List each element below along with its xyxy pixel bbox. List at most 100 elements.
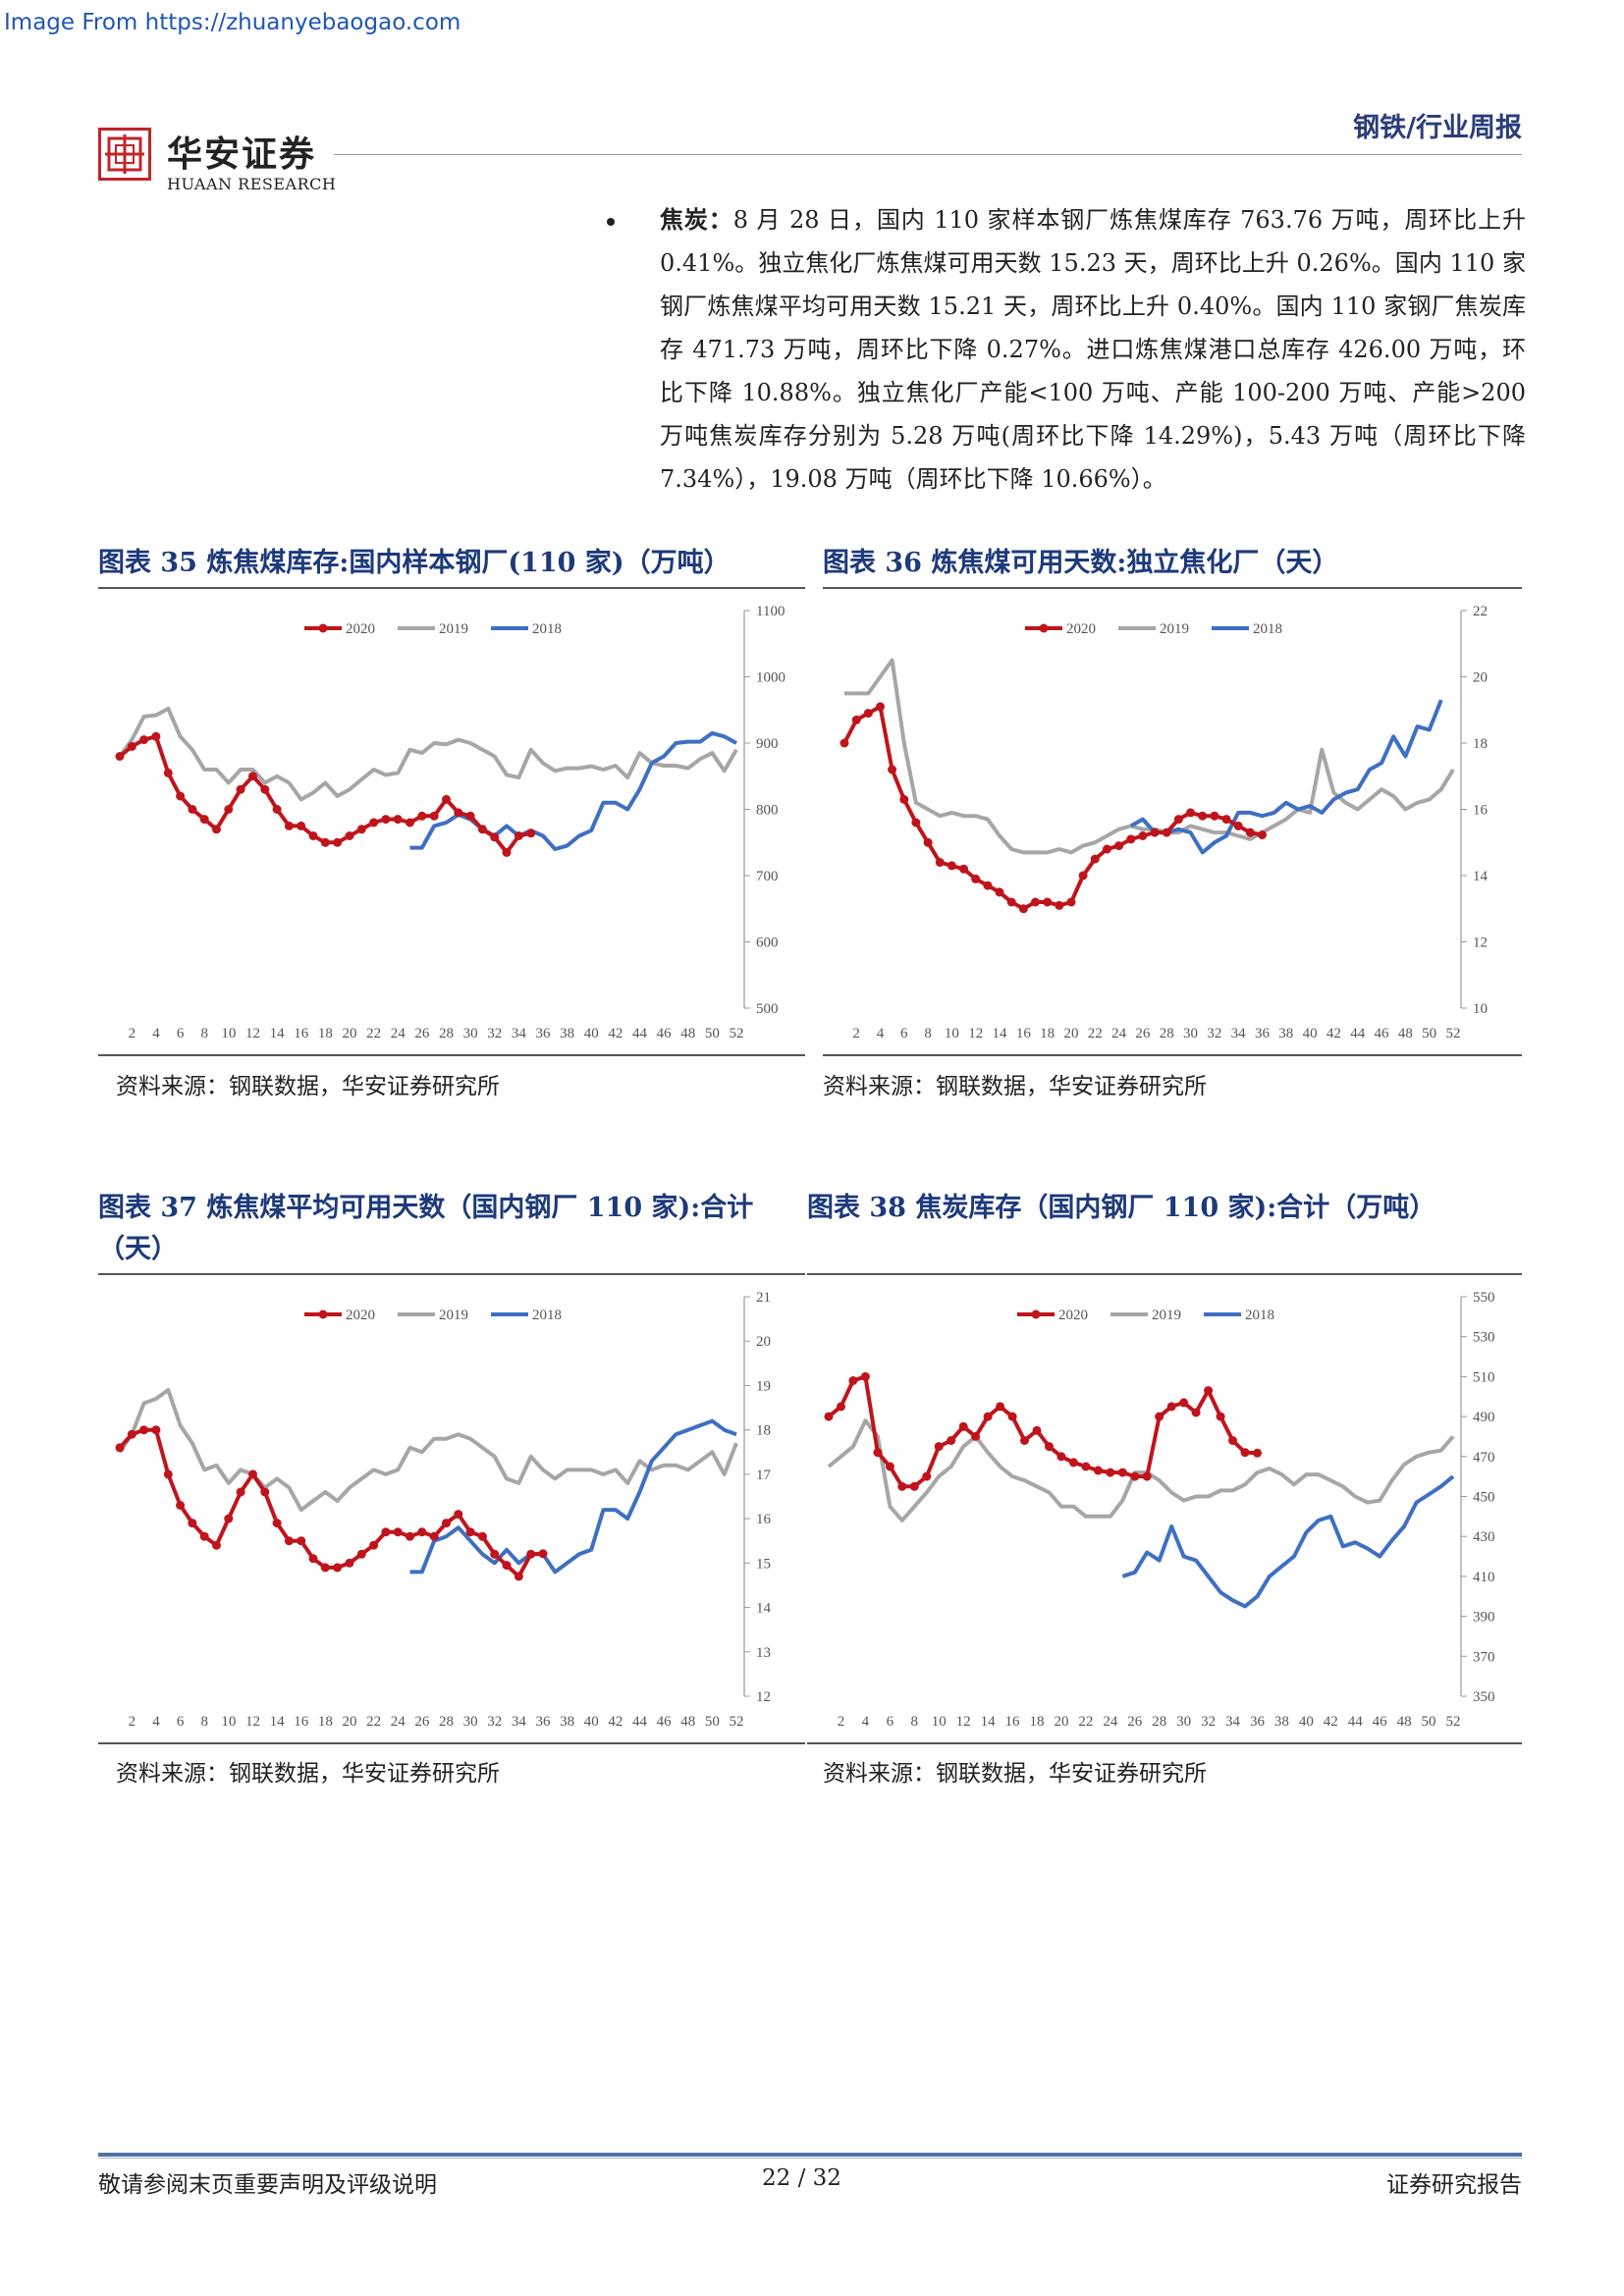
data-point-2020 <box>176 1501 186 1510</box>
series-line-2018 <box>409 730 737 851</box>
x-tick-label: 46 <box>1375 1026 1390 1041</box>
x-tick-label: 46 <box>657 1714 673 1730</box>
data-point-2020 <box>345 1558 354 1568</box>
y-tick-label: 20 <box>1473 670 1488 686</box>
data-point-2020 <box>297 1536 306 1546</box>
x-tick-label: 14 <box>981 1714 997 1730</box>
data-point-2020 <box>477 1531 487 1541</box>
data-point-2020 <box>1245 828 1255 837</box>
x-tick-label: 18 <box>1030 1714 1045 1730</box>
data-point-2020 <box>297 821 306 830</box>
data-point-2020 <box>163 768 173 777</box>
data-point-2020 <box>260 784 270 794</box>
data-point-2020 <box>1166 1402 1176 1412</box>
x-tick-label: 34 <box>512 1026 527 1041</box>
data-point-2020 <box>848 1376 858 1385</box>
data-point-2020 <box>320 1563 330 1573</box>
data-point-2020 <box>1130 1471 1140 1481</box>
legend-label: 2020 <box>1058 1308 1088 1323</box>
legend-label: 2020 <box>1066 621 1096 637</box>
x-tick-label: 28 <box>439 1714 454 1730</box>
data-point-2020 <box>1210 811 1219 821</box>
y-tick-label: 700 <box>756 869 779 884</box>
y-tick-label: 900 <box>756 736 779 752</box>
x-tick-label: 16 <box>294 1714 309 1730</box>
x-tick-label: 38 <box>1278 1026 1293 1041</box>
y-tick-label: 14 <box>1473 869 1489 884</box>
data-point-2020 <box>1018 904 1028 914</box>
data-point-2020 <box>1007 1412 1017 1421</box>
x-tick-label: 36 <box>535 1026 551 1041</box>
data-point-2020 <box>1186 808 1195 818</box>
data-point-2020 <box>860 1371 870 1381</box>
data-point-2020 <box>897 1481 907 1491</box>
x-tick-label: 26 <box>1135 1026 1151 1041</box>
y-tick-label: 600 <box>756 935 779 951</box>
x-tick-label: 12 <box>245 1026 260 1041</box>
data-point-2020 <box>393 815 403 825</box>
x-tick-label: 40 <box>584 1026 599 1041</box>
x-tick-label: 40 <box>1299 1714 1314 1730</box>
x-tick-label: 18 <box>1040 1026 1055 1041</box>
y-tick-label: 550 <box>1473 1290 1495 1306</box>
data-point-2020 <box>272 1519 282 1528</box>
data-point-2020 <box>272 805 282 814</box>
x-tick-label: 52 <box>1446 1714 1461 1730</box>
legend-label: 2019 <box>439 1308 468 1323</box>
data-point-2020 <box>1068 1458 1078 1468</box>
data-point-2020 <box>381 1527 391 1537</box>
x-tick-label: 30 <box>463 1026 478 1041</box>
x-tick-label: 50 <box>705 1026 720 1041</box>
y-tick-label: 14 <box>756 1601 772 1617</box>
y-tick-label: 470 <box>1473 1450 1495 1466</box>
x-tick-label: 28 <box>439 1026 454 1041</box>
x-tick-label: 24 <box>1111 1026 1127 1041</box>
data-point-2020 <box>1191 1408 1201 1417</box>
data-point-2020 <box>947 861 956 871</box>
chart-38-title: 图表 38 焦炭库存（国内钢厂 110 家):合计（万吨） <box>807 1193 1436 1223</box>
x-tick-label: 42 <box>608 1714 623 1730</box>
data-point-2020 <box>151 731 161 741</box>
y-tick-label: 1000 <box>756 670 785 686</box>
x-tick-label: 4 <box>877 1026 885 1041</box>
data-point-2020 <box>1173 815 1183 825</box>
x-tick-label: 38 <box>1274 1714 1289 1730</box>
y-tick-label: 21 <box>756 1290 771 1306</box>
data-point-2020 <box>429 811 439 821</box>
x-tick-label: 44 <box>632 1714 648 1730</box>
data-point-2020 <box>454 1510 463 1520</box>
chart-37-title: 图表 37 炼焦煤平均可用天数（国内钢厂 110 家):合计（天） <box>98 1193 754 1264</box>
y-tick-label: 530 <box>1473 1330 1495 1346</box>
x-tick-label: 12 <box>245 1714 260 1730</box>
x-tick-label: 2 <box>852 1026 860 1041</box>
x-tick-label: 50 <box>1422 1714 1436 1730</box>
data-point-2020 <box>212 1540 221 1550</box>
data-point-2020 <box>248 1469 257 1479</box>
body-paragraph: 焦炭：8 月 28 日，国内 110 家样本钢厂炼焦煤库存 763.76 万吨，… <box>660 198 1526 501</box>
data-point-2020 <box>490 832 500 842</box>
data-point-2020 <box>345 831 354 840</box>
data-point-2020 <box>1078 871 1088 881</box>
x-tick-label: 20 <box>1054 1714 1068 1730</box>
data-point-2020 <box>863 709 873 719</box>
data-point-2020 <box>502 847 512 857</box>
series-line-2019 <box>118 1388 738 1513</box>
y-tick-label: 510 <box>1473 1369 1495 1385</box>
paragraph-label: 焦炭： <box>660 205 733 234</box>
data-point-2020 <box>899 794 909 804</box>
x-tick-label: 22 <box>1088 1026 1103 1041</box>
x-tick-label: 16 <box>1016 1026 1032 1041</box>
y-tick-label: 17 <box>756 1468 772 1483</box>
y-tick-label: 13 <box>756 1645 771 1661</box>
x-tick-label: 2 <box>838 1714 845 1730</box>
x-tick-label: 12 <box>956 1714 971 1730</box>
watermark-link[interactable]: Image From https://zhuanyebaogao.com <box>4 10 461 35</box>
x-tick-label: 38 <box>560 1714 574 1730</box>
chart-35-top-rule <box>98 587 805 589</box>
data-point-2020 <box>260 1487 270 1497</box>
data-point-2020 <box>284 1536 294 1546</box>
data-point-2020 <box>1066 897 1076 907</box>
x-tick-label: 40 <box>584 1714 599 1730</box>
